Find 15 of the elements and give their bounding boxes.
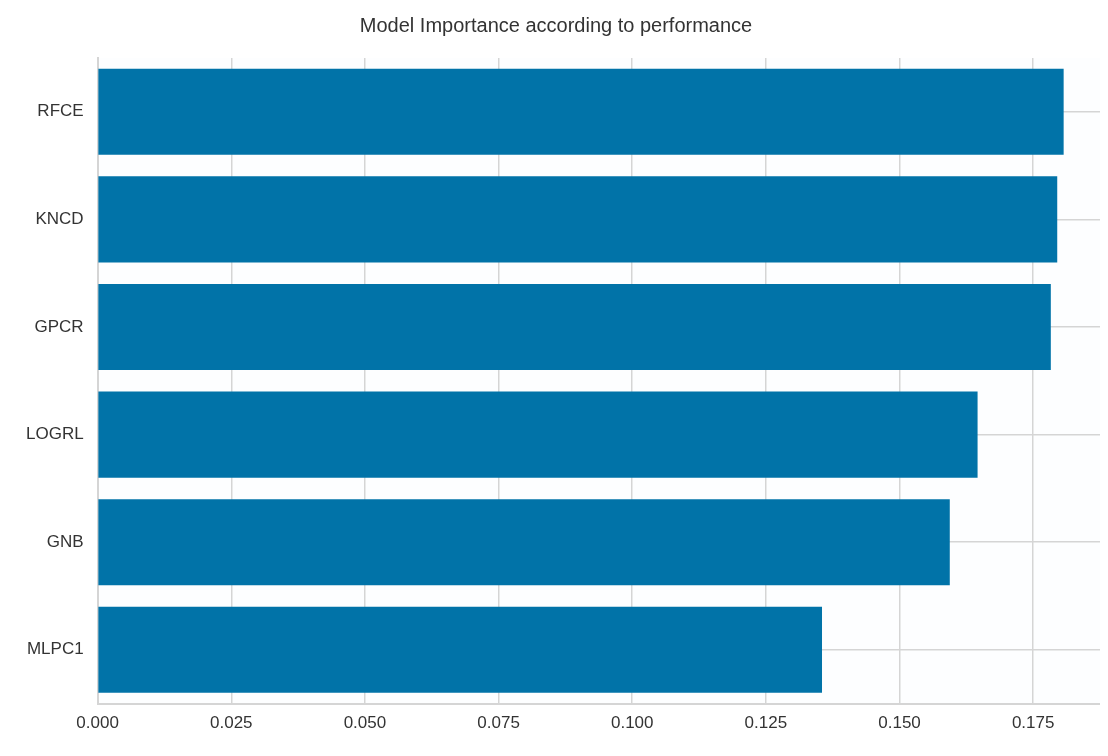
x-tick-label: 0.150 [878, 713, 921, 733]
y-tick-label: MLPC1 [26, 639, 84, 659]
x-tick-label: 0.075 [477, 713, 520, 733]
y-tick-label: KNCD [35, 209, 84, 229]
chart-title: Model Importance according to performance [359, 13, 753, 36]
y-tick-label: LOGRL [25, 424, 84, 444]
y-tick-label: GNB [46, 531, 84, 551]
x-tick-label: 0.050 [343, 713, 387, 733]
x-tick-label: 0.025 [210, 713, 253, 733]
x-tick-label: 0.125 [744, 713, 788, 733]
y-tick-label: GPCR [34, 316, 84, 336]
x-tick-label: 0.175 [1011, 713, 1055, 733]
x-tick-label: 0.000 [76, 713, 119, 733]
y-tick-label: RFCE [37, 101, 84, 121]
x-tick-label: 0.100 [610, 713, 654, 733]
